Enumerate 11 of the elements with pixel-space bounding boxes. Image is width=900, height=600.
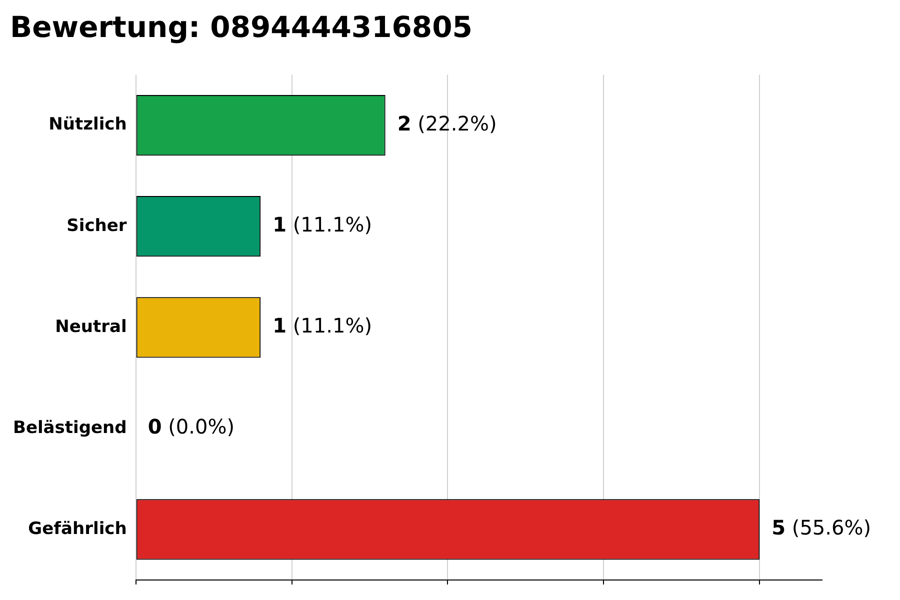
data-label: 1 (11.1%)	[272, 212, 372, 237]
data-label: 0 (0.0%)	[148, 414, 235, 439]
data-label: 1 (11.1%)	[272, 314, 372, 338]
y-tick-label: Belästigend	[12, 418, 127, 438]
data-label: 5 (55.6%)	[772, 516, 872, 540]
y-tick-label: Gefährlich	[28, 518, 127, 539]
y-tick-label: Neutral	[55, 316, 127, 337]
y-tick-label: Nützlich	[48, 114, 127, 135]
chart-title: Bewertung: 0894444316805	[10, 10, 472, 44]
data-label: 2 (22.2%)	[397, 112, 497, 136]
y-tick-label: Sicher	[66, 216, 128, 236]
